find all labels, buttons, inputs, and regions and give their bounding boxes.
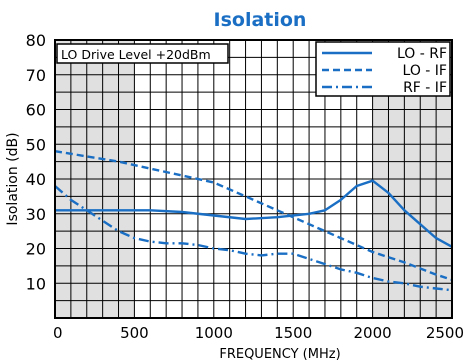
y-tick-label: 10	[26, 274, 46, 293]
annotation-text: LO Drive Level +20dBm	[61, 47, 211, 62]
legend-label-1: LO - IF	[403, 63, 447, 79]
y-tick-label: 60	[26, 101, 46, 120]
x-tick-label: 2000	[354, 324, 392, 342]
x-tick-label: 1500	[274, 324, 312, 342]
y-tick-label: 20	[26, 240, 46, 259]
series-lines	[54, 150, 453, 292]
y-tick-label: 40	[26, 170, 46, 189]
series-line-1	[54, 150, 453, 281]
chart-title: Isolation	[214, 9, 307, 31]
y-tick-label: 50	[26, 135, 46, 154]
series-line-2	[54, 185, 453, 292]
x-tick-label: 2500	[426, 324, 464, 342]
y-tick-labels: 10 20 30 40 50 60 70 80	[26, 31, 46, 293]
y-tick-label: 80	[26, 31, 46, 50]
x-tick-label: 1000	[195, 324, 233, 342]
legend-label-0: LO - RF	[397, 46, 447, 62]
x-tick-label: 0	[53, 324, 63, 342]
y-tick-label: 70	[26, 66, 46, 85]
x-tick-label: 500	[120, 324, 149, 342]
plot-frame	[54, 39, 453, 319]
x-tick-labels: 0 500 1000 1500 2000 2500	[53, 324, 464, 342]
annotation-box: LO Drive Level +20dBm	[56, 43, 229, 64]
x-axis-label: FREQUENCY (MHz)	[219, 347, 340, 362]
y-axis-label: Isolation (dB)	[5, 132, 21, 225]
series-line-0	[55, 179, 453, 248]
y-tick-label: 30	[26, 205, 46, 224]
legend-label-2: RF - IF	[403, 80, 447, 96]
